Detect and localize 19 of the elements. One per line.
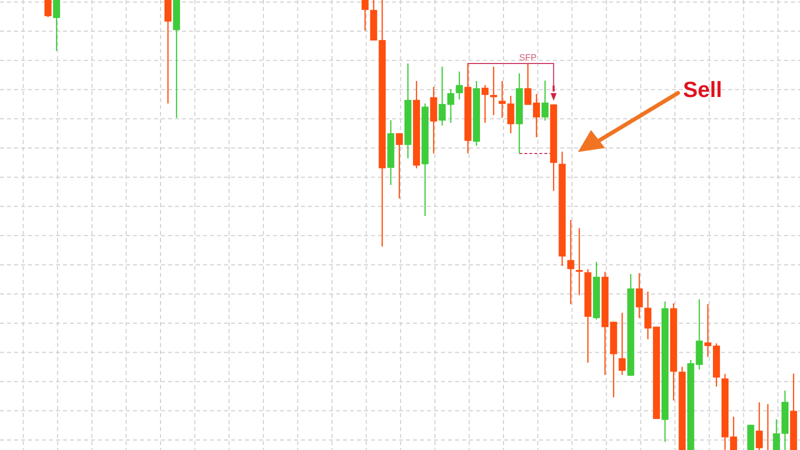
candlestick	[44, 0, 52, 18]
annotation: SFP	[519, 52, 537, 62]
candlestick	[636, 272, 643, 319]
candlestick	[567, 219, 574, 305]
candlestick	[507, 95, 514, 134]
candlestick	[456, 70, 463, 100]
candlestick	[576, 228, 583, 296]
candlestick	[396, 132, 403, 200]
candlestick	[53, 0, 60, 52]
candlestick	[542, 80, 549, 122]
candlestick	[482, 84, 489, 124]
candlestick	[498, 80, 506, 118]
candlestick	[756, 402, 763, 450]
annotation: Sell	[683, 77, 722, 102]
candlestick	[438, 66, 446, 126]
candlestick	[362, 0, 369, 32]
candlestick	[164, 0, 172, 104]
candlestick	[618, 312, 626, 376]
candlestick	[447, 88, 454, 124]
